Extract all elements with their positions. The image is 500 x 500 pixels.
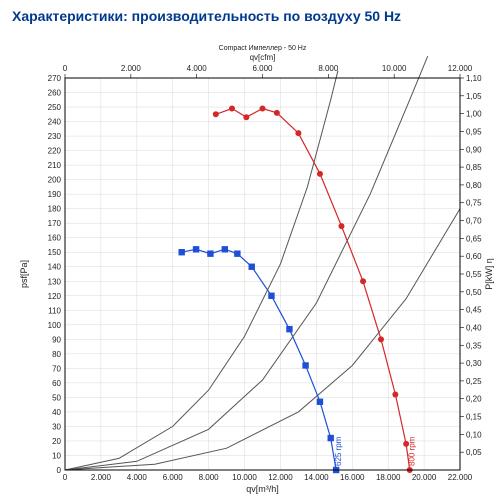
svg-text:10.000: 10.000 (232, 473, 257, 482)
svg-text:0,55: 0,55 (466, 270, 482, 279)
svg-text:8.000: 8.000 (318, 64, 339, 73)
svg-text:270: 270 (48, 74, 62, 83)
svg-text:0,10: 0,10 (466, 430, 482, 439)
fan-performance-chart: 0 2.000 4.000 6.000 8.000 10.000 12.000 14.000 1… (0, 30, 500, 500)
svg-text:180: 180 (48, 205, 62, 214)
svg-text:6.000: 6.000 (252, 64, 273, 73)
svg-text:2.000: 2.000 (91, 473, 112, 482)
svg-text:4.000: 4.000 (127, 473, 148, 482)
svg-text:0,70: 0,70 (466, 217, 482, 226)
svg-text:0,05: 0,05 (466, 448, 482, 457)
svg-text:130: 130 (48, 277, 62, 286)
svg-text:50: 50 (52, 393, 61, 402)
svg-text:0,20: 0,20 (466, 395, 482, 404)
svg-text:0,35: 0,35 (466, 341, 482, 350)
svg-text:8.000: 8.000 (199, 473, 220, 482)
svg-text:800 rpm: 800 rpm (408, 436, 417, 466)
svg-text:170: 170 (48, 219, 62, 228)
svg-text:22.000: 22.000 (448, 473, 473, 482)
svg-text:10: 10 (52, 451, 61, 460)
svg-text:0,30: 0,30 (466, 359, 482, 368)
svg-text:0: 0 (63, 64, 68, 73)
svg-text:240: 240 (48, 118, 62, 127)
svg-text:0: 0 (63, 473, 68, 482)
svg-text:6.000: 6.000 (163, 473, 184, 482)
svg-text:80: 80 (52, 350, 61, 359)
svg-text:1,05: 1,05 (466, 92, 482, 101)
svg-text:0,25: 0,25 (466, 377, 482, 386)
svg-text:10.000: 10.000 (382, 64, 407, 73)
svg-text:0,15: 0,15 (466, 413, 482, 422)
chart-area: 0 2.000 4.000 6.000 8.000 10.000 12.000 14.000 1… (0, 30, 500, 500)
svg-text:0,60: 0,60 (466, 252, 482, 261)
svg-text:0,95: 0,95 (466, 127, 482, 136)
svg-text:160: 160 (48, 234, 62, 243)
svg-text:20: 20 (52, 437, 61, 446)
svg-text:1,10: 1,10 (466, 74, 482, 83)
svg-text:14.000: 14.000 (304, 473, 329, 482)
svg-text:2.000: 2.000 (121, 64, 142, 73)
svg-text:4.000: 4.000 (187, 64, 208, 73)
svg-text:90: 90 (52, 335, 61, 344)
x-bottom-label: qv[m³/h] (246, 484, 279, 494)
svg-text:140: 140 (48, 263, 62, 272)
svg-text:0,65: 0,65 (466, 234, 482, 243)
svg-text:250: 250 (48, 103, 62, 112)
svg-text:0,45: 0,45 (466, 306, 482, 315)
svg-text:40: 40 (52, 408, 61, 417)
page-title: Характеристики: производительность по во… (12, 8, 401, 24)
svg-text:0,40: 0,40 (466, 323, 482, 332)
svg-text:0,85: 0,85 (466, 163, 482, 172)
svg-text:18.000: 18.000 (376, 473, 401, 482)
svg-text:150: 150 (48, 248, 62, 257)
svg-text:0,50: 0,50 (466, 288, 482, 297)
svg-text:1,00: 1,00 (466, 110, 482, 119)
svg-text:230: 230 (48, 132, 62, 141)
svg-text:16.000: 16.000 (340, 473, 365, 482)
svg-text:0: 0 (57, 466, 62, 475)
y-left-label: psf[Pa] (19, 260, 29, 288)
svg-text:190: 190 (48, 190, 62, 199)
svg-text:200: 200 (48, 176, 62, 185)
svg-text:625 rpm: 625 rpm (334, 436, 343, 466)
svg-text:0,80: 0,80 (466, 181, 482, 190)
y-right-label: P[kW] η (484, 258, 494, 290)
svg-text:120: 120 (48, 292, 62, 301)
svg-text:70: 70 (52, 364, 61, 373)
svg-text:12.000: 12.000 (448, 64, 473, 73)
svg-text:30: 30 (52, 422, 61, 431)
svg-text:60: 60 (52, 379, 61, 388)
svg-text:100: 100 (48, 321, 62, 330)
x-top-label: qv[cfm] (250, 53, 276, 62)
svg-text:0,75: 0,75 (466, 199, 482, 208)
svg-text:110: 110 (48, 306, 61, 315)
svg-text:0,90: 0,90 (466, 145, 482, 154)
svg-text:260: 260 (48, 89, 62, 98)
svg-text:220: 220 (48, 147, 62, 156)
svg-text:12.000: 12.000 (268, 473, 293, 482)
page-root: Характеристики: производительность по во… (0, 0, 500, 500)
svg-text:20.000: 20.000 (412, 473, 437, 482)
chart-header: Соmpact Импеллер - 50 Hz (219, 45, 307, 52)
svg-text:210: 210 (48, 161, 62, 170)
